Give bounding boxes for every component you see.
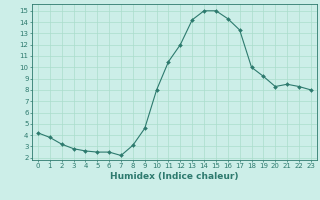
X-axis label: Humidex (Indice chaleur): Humidex (Indice chaleur)	[110, 172, 239, 181]
